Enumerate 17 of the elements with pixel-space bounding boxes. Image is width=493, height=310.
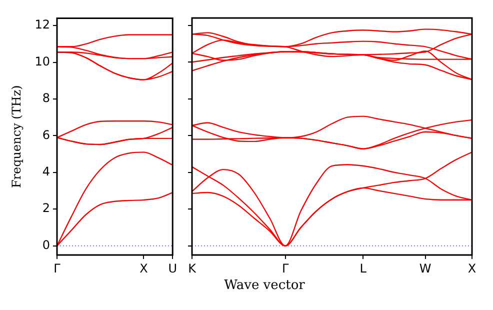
y-tick-label: 0 — [42, 238, 50, 252]
x-tick-label: W — [419, 261, 432, 276]
x-tick-label: X — [140, 261, 148, 276]
x-tick-label: Γ — [54, 261, 61, 276]
y-axis-title: Frequency (THz) — [9, 85, 24, 188]
x-tick-label: L — [360, 261, 367, 276]
y-tick-label: 8 — [42, 91, 50, 106]
y-tick-label: 6 — [42, 128, 50, 142]
y-tick-label: 12 — [34, 18, 50, 32]
x-axis-title: Wave vector — [223, 278, 306, 293]
x-tick-label: X — [468, 261, 476, 276]
x-tick-label: K — [188, 261, 198, 276]
y-tick-label: 10 — [34, 54, 50, 68]
y-tick-label: 2 — [42, 201, 50, 216]
y-tick-label: 4 — [42, 164, 50, 179]
x-tick-label: Γ — [282, 261, 289, 276]
x-tick-label: U — [168, 261, 178, 276]
